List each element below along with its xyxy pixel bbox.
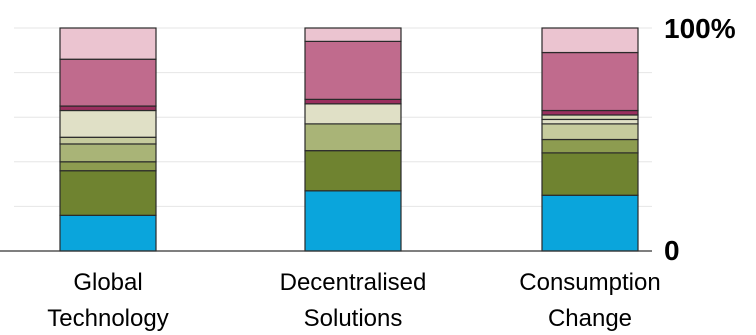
bar-segment xyxy=(541,114,639,121)
bar-segment xyxy=(304,40,402,100)
category-label: Solutions xyxy=(304,305,403,332)
bar-segment xyxy=(541,138,639,154)
bar-segment xyxy=(541,118,639,125)
bars xyxy=(59,27,639,252)
bar-segment xyxy=(304,103,402,125)
category-labels: Global Technology Decentralised Solutions Co… xyxy=(47,269,660,332)
bar-segment xyxy=(304,123,402,152)
bar-segment xyxy=(59,136,157,145)
bar-segment xyxy=(304,98,402,105)
bar-segment xyxy=(59,109,157,138)
category-label: Consumption xyxy=(519,269,660,296)
bar-segment xyxy=(59,105,157,112)
bar-segment xyxy=(59,58,157,107)
bar-segment xyxy=(59,214,157,252)
bar-stack xyxy=(304,27,402,252)
bar-segment xyxy=(59,27,157,60)
bar-stack xyxy=(59,27,157,252)
y-tick-label-bottom: 0 xyxy=(664,235,680,266)
bar-segment xyxy=(541,194,639,252)
bar-segment xyxy=(541,123,639,141)
bar-segment xyxy=(59,161,157,172)
bar-segment xyxy=(541,152,639,196)
category-label: Global xyxy=(73,269,142,296)
category-label: Change xyxy=(548,305,632,332)
bar-segment xyxy=(541,109,639,116)
bar-segment xyxy=(541,27,639,54)
bar-segment xyxy=(59,143,157,163)
y-tick-label-top: 100% xyxy=(664,13,736,44)
bar-segment xyxy=(304,190,402,252)
bar-segment xyxy=(541,51,639,112)
bar-segment xyxy=(304,150,402,192)
bar-segment xyxy=(304,27,402,42)
category-label: Decentralised xyxy=(280,269,427,296)
category-label: Technology xyxy=(47,305,168,332)
bar-stack xyxy=(541,27,639,252)
bar-segment xyxy=(59,170,157,216)
